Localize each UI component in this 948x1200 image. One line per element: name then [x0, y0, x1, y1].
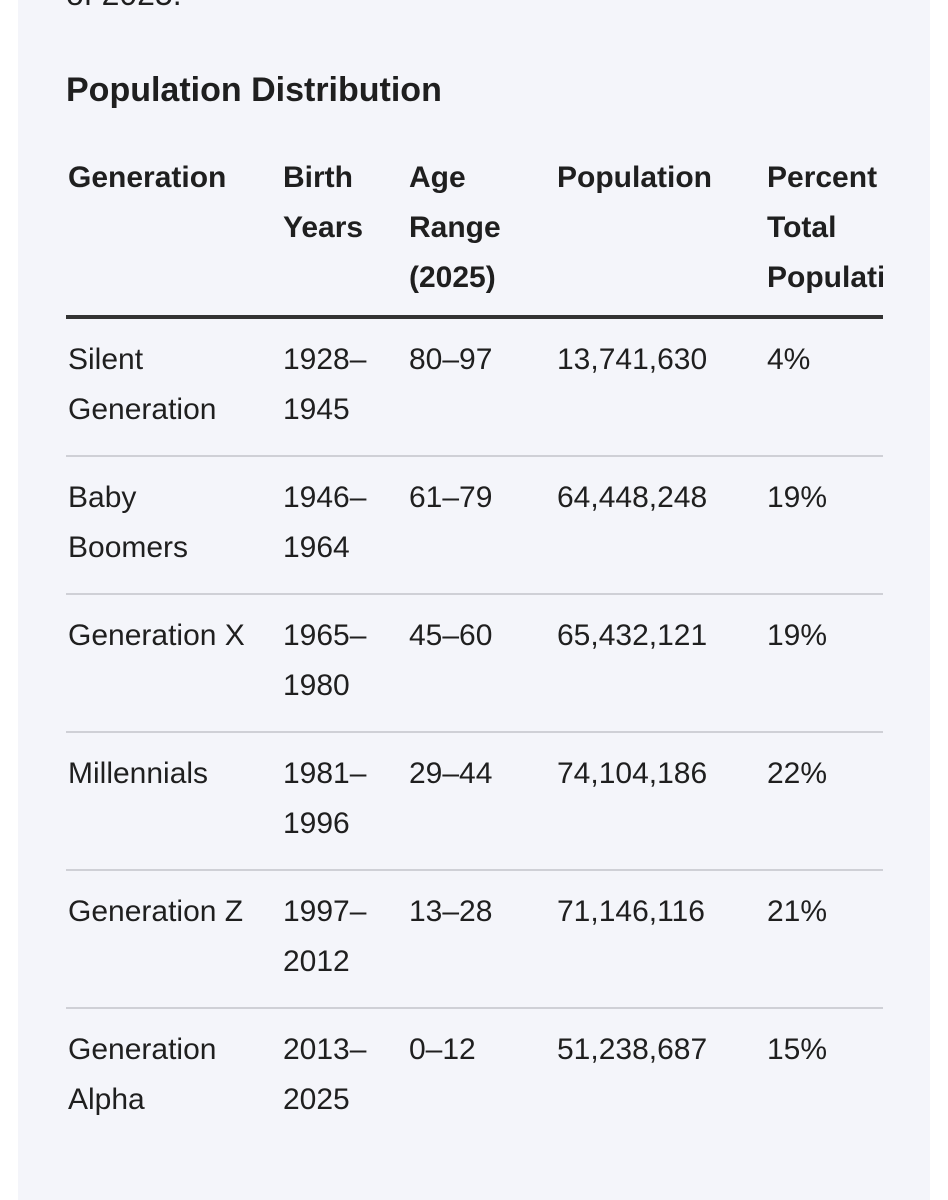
table-row: Baby Boomers 1946–1964 61–79 64,448,248 19% [66, 456, 883, 595]
content-panel: of 2025. Population Distribution Generat… [18, 0, 930, 1200]
table-row: Generation Z 1997–2012 13–28 71,146,116 21% [66, 870, 883, 1009]
header-row: Generation Birth Years Age Range (2025) Pop… [66, 153, 883, 319]
table-cell: 61–79 [407, 456, 555, 595]
table-cell: 65,432,121 [555, 594, 765, 733]
table-cell: 13,741,630 [555, 317, 765, 457]
table-row: Generation X 1965–1980 45–60 65,432,121 19% [66, 594, 883, 733]
table-cell: 13–28 [407, 870, 555, 1009]
table-cell: Millennials [66, 732, 281, 871]
table-cell: 2013–2025 [283, 1033, 367, 1116]
intro-text: of 2025. [66, 0, 182, 14]
table-cell: 1997–2012 [281, 870, 407, 1009]
table-cell: Generation Z [66, 870, 281, 1009]
table-cell: 0–12 [409, 1033, 476, 1066]
table-cell: 1946–1964 [281, 456, 407, 595]
table-cell: 15% [767, 1033, 828, 1066]
table-cell: 4% [765, 317, 883, 457]
column-header-text: Birth Years [283, 161, 364, 244]
table-cell: Generation X [66, 594, 281, 733]
table-cell: 1928–1945 [281, 317, 407, 457]
table-cell: 19% [765, 594, 883, 733]
table-cell: 19% [765, 456, 883, 595]
table-cell: Silent Generation [66, 317, 281, 457]
table-cell: 74,104,186 [555, 732, 765, 871]
table-row: Silent Generation 1928–1945 80–97 13,741,63… [66, 317, 883, 457]
table-body: Silent Generation 1928–1945 80–97 13,741,63… [66, 317, 883, 1145]
column-header-text: Age Range (2025) [409, 161, 501, 294]
column-header: Population [555, 153, 765, 319]
column-header: Generation [66, 153, 281, 319]
table-cell: 22% [765, 732, 883, 871]
table-cell: 21% [765, 870, 883, 1009]
table-row: Millennials 1981–1996 29–44 74,104,186 22% [66, 732, 883, 871]
table-cell: 1965–1980 [281, 594, 407, 733]
column-header-text: Generation [68, 161, 227, 194]
table-cell: 1981–1996 [281, 732, 407, 871]
table-cell: Baby Boomers [66, 456, 281, 595]
table-cell: 51,238,687 [557, 1033, 708, 1066]
population-table: Generation Birth Years Age Range (2025) Pop… [66, 153, 883, 1145]
table-cell: 45–60 [407, 594, 555, 733]
column-header-text: Population [557, 161, 712, 194]
table-row: Generation Alpha 2013–2025 0–12 51,238,687 1… [66, 1008, 883, 1145]
table-cell: 80–97 [407, 317, 555, 457]
column-header: Birth Years [281, 153, 407, 319]
column-header-text: Percent of Total Population [767, 161, 883, 294]
table-container: Generation Birth Years Age Range (2025) Pop… [66, 153, 883, 1145]
table-cell: 64,448,248 [555, 456, 765, 595]
table-cell: Generation Alpha [68, 1033, 217, 1116]
table-cell: 71,146,116 [555, 870, 765, 1009]
column-header: Percent of Total Population [765, 153, 883, 319]
section-heading: Population Distribution [66, 71, 442, 109]
table-cell: 29–44 [407, 732, 555, 871]
column-header: Age Range (2025) [407, 153, 555, 319]
